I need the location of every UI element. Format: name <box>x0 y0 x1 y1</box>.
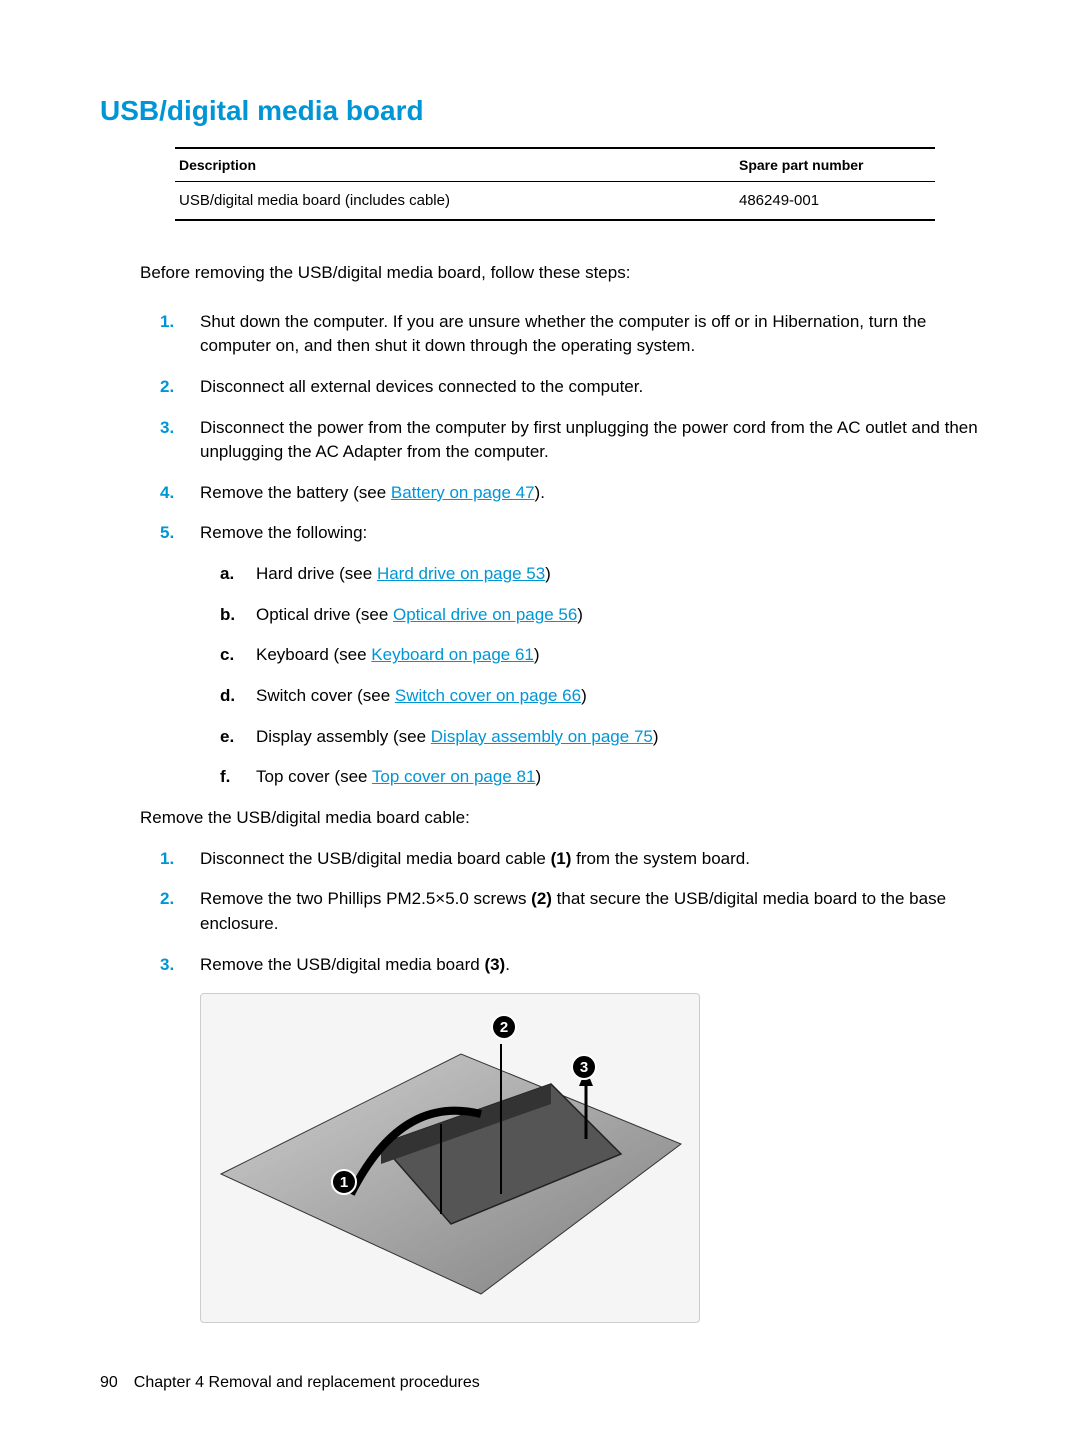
figure-callout-1: 1 <box>331 1169 357 1195</box>
step-text: Hard drive (see <box>256 564 377 583</box>
list-item: a. Hard drive (see Hard drive on page 53) <box>220 562 980 587</box>
intro-text-2: Remove the USB/digital media board cable… <box>140 806 980 831</box>
callout-ref: (3) <box>484 955 505 974</box>
step-text: Optical drive (see <box>256 605 393 624</box>
callout-ref: (2) <box>531 889 552 908</box>
step-text: Keyboard (see <box>256 645 371 664</box>
list-item: d. Switch cover (see Switch cover on page… <box>220 684 980 709</box>
sub-marker: e. <box>220 725 234 750</box>
step-text: ) <box>534 645 540 664</box>
list-item: e. Display assembly (see Display assembly… <box>220 725 980 750</box>
crossref-link-battery[interactable]: Battery on page 47 <box>391 483 535 502</box>
step-text: ) <box>653 727 659 746</box>
step-text: ) <box>535 767 541 786</box>
step-text: Remove the USB/digital media board <box>200 955 484 974</box>
step-text: Shut down the computer. If you are unsur… <box>200 312 926 356</box>
step-text: ) <box>577 605 583 624</box>
list-item: 2.Remove the two Phillips PM2.5×5.0 scre… <box>160 887 980 936</box>
crossref-link-harddrive[interactable]: Hard drive on page 53 <box>377 564 545 583</box>
figure-callout-2: 2 <box>491 1014 517 1040</box>
list-item: 3.Remove the USB/digital media board (3)… <box>160 953 980 978</box>
board-diagram-svg <box>201 994 700 1323</box>
step-text: ). <box>535 483 545 502</box>
list-item: 3.Disconnect the power from the computer… <box>160 416 980 465</box>
step-text: Top cover (see <box>256 767 372 786</box>
sub-marker: a. <box>220 562 234 587</box>
step-text: Display assembly (see <box>256 727 431 746</box>
list-item: 5.Remove the following: a.Hard drive (se… <box>160 521 980 789</box>
list-item: 1.Disconnect the USB/digital media board… <box>160 847 980 872</box>
step-text: Switch cover (see <box>256 686 395 705</box>
list-item: 4.Remove the battery (see Battery on pag… <box>160 481 980 506</box>
page-footer: 90 Chapter 4 Removal and replacement proc… <box>100 1374 480 1392</box>
list-item: 1.Shut down the computer. If you are uns… <box>160 310 980 359</box>
page-number: 90 <box>100 1374 118 1391</box>
list-item: b. Optical drive (see Optical drive on pa… <box>220 603 980 628</box>
list-item: c. Keyboard (see Keyboard on page 61) <box>220 643 980 668</box>
step-text: Remove the battery (see <box>200 483 391 502</box>
callout-ref: (1) <box>551 849 572 868</box>
spare-parts-table: Description Spare part number USB/digita… <box>175 147 935 221</box>
table-header-partnumber: Spare part number <box>735 148 935 182</box>
table-header-description: Description <box>175 148 735 182</box>
table-row: USB/digital media board (includes cable)… <box>175 182 935 221</box>
sub-marker: c. <box>220 643 234 668</box>
step-text: ) <box>581 686 587 705</box>
intro-text: Before removing the USB/digital media bo… <box>140 261 980 286</box>
crossref-link-keyboard[interactable]: Keyboard on page 61 <box>371 645 534 664</box>
crossref-link-switchcover[interactable]: Switch cover on page 66 <box>395 686 581 705</box>
section-title: USB/digital media board <box>100 95 980 127</box>
step-text: Disconnect the USB/digital media board c… <box>200 849 551 868</box>
sub-steps-list: a. Hard drive (see Hard drive on page 53)… <box>220 562 980 790</box>
step-text: ) <box>545 564 551 583</box>
crossref-link-topcover[interactable]: Top cover on page 81 <box>372 767 536 786</box>
list-item: f. Top cover (see Top cover on page 81) <box>220 765 980 790</box>
sub-marker: d. <box>220 684 235 709</box>
removal-steps-list: 1.Disconnect the USB/digital media board… <box>160 847 980 978</box>
table-cell-description: USB/digital media board (includes cable) <box>175 182 735 221</box>
step-text: Disconnect all external devices connecte… <box>200 377 643 396</box>
removal-illustration: 1 2 3 <box>200 993 700 1323</box>
prerequisite-steps-list: 1.Shut down the computer. If you are uns… <box>160 310 980 790</box>
list-item: 2.Disconnect all external devices connec… <box>160 375 980 400</box>
table-cell-partnumber: 486249-001 <box>735 182 935 221</box>
step-text: Disconnect the power from the computer b… <box>200 418 978 462</box>
crossref-link-opticaldrive[interactable]: Optical drive on page 56 <box>393 605 577 624</box>
step-text: from the system board. <box>571 849 750 868</box>
step-text: Remove the two Phillips PM2.5×5.0 screws <box>200 889 531 908</box>
step-text: Remove the following: <box>200 523 367 542</box>
step-text: . <box>505 955 510 974</box>
crossref-link-display[interactable]: Display assembly on page 75 <box>431 727 653 746</box>
chapter-label: Chapter 4 Removal and replacement proced… <box>134 1374 480 1391</box>
figure-callout-3: 3 <box>571 1054 597 1080</box>
sub-marker: b. <box>220 603 235 628</box>
sub-marker: f. <box>220 765 230 790</box>
